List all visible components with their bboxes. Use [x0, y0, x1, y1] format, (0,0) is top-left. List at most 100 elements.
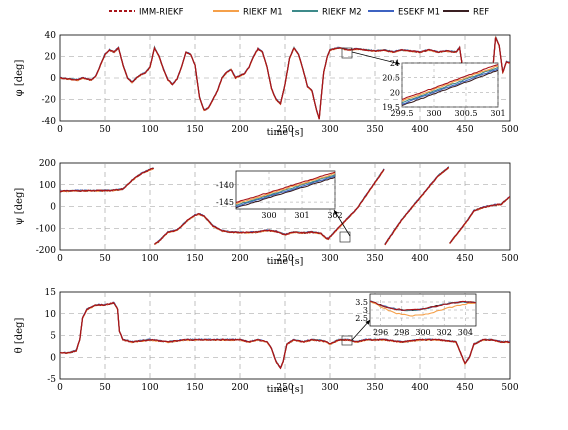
- x-tick-label: 100: [141, 383, 158, 393]
- x-tick-label: 450: [456, 254, 473, 264]
- series-group: [60, 166, 510, 246]
- inset-x-tick: 296: [373, 328, 388, 337]
- y-tick-label: -20: [42, 96, 57, 106]
- inset-series-m1: [402, 65, 498, 102]
- x-tick-label: 150: [186, 125, 203, 135]
- series-m1: [60, 167, 510, 246]
- inset-x-tick: 298: [394, 328, 409, 337]
- inset-y-tick: -145: [216, 198, 234, 207]
- x-tick-label: 350: [366, 125, 383, 135]
- x-tick-label: 250: [276, 125, 293, 135]
- inset-series-imm: [402, 64, 498, 101]
- grid: [60, 292, 510, 379]
- inset-y-tick: 20.5: [382, 74, 400, 83]
- inset-y-tick: 21: [390, 59, 400, 68]
- inset-series-esekf: [236, 175, 335, 207]
- inset-series: [402, 64, 498, 107]
- x-tick-label: 350: [366, 254, 383, 264]
- zoom-region: [341, 335, 353, 346]
- y-axis-label: ψ [deg]: [14, 188, 25, 226]
- series-imm: [60, 37, 510, 120]
- x-tick-label: 250: [276, 383, 293, 393]
- zoom-arrow: [351, 51, 401, 65]
- x-tick-label: 100: [141, 125, 158, 135]
- x-tick-label: 200: [231, 383, 248, 393]
- x-tick-label: 50: [99, 125, 111, 135]
- y-tick-label: 200: [39, 159, 56, 169]
- x-tick-label: 0: [57, 125, 63, 135]
- y-tick-label: 20: [45, 53, 57, 63]
- x-tick-label: 400: [411, 254, 428, 264]
- x-tick-label: 450: [456, 125, 473, 135]
- x-tick-label: 300: [321, 125, 338, 135]
- panels: 0 50 100 150 200 250 300 350 400 450 500-40-200204…: [14, 31, 519, 395]
- panel-psi: 0 50 100 150 200 250 300 350 400 450 500 -200 -100 0 1…: [14, 159, 519, 267]
- inset-x-tick: 300: [261, 211, 276, 220]
- legend-item-0: IMM-RIEKF: [109, 8, 184, 18]
- x-tick-label: 150: [186, 383, 203, 393]
- y-tick-label: 0: [50, 74, 56, 84]
- inset-series-esekf: [402, 68, 498, 105]
- x-tick-label: 0: [57, 383, 63, 393]
- inset-series-ref: [402, 69, 498, 107]
- x-tick-label: 200: [231, 254, 248, 264]
- inset-x-tick: 301: [490, 109, 505, 118]
- x-tick-label: 500: [501, 254, 518, 264]
- legend-item-4: REF: [443, 8, 489, 18]
- y-tick-label: 15: [45, 288, 57, 298]
- grid: [60, 35, 510, 121]
- y-tick-label: 5: [50, 332, 56, 342]
- x-tick-label: 250: [276, 254, 293, 264]
- inset-y-tick: 3: [363, 306, 368, 315]
- inset-phi: 299.5 300 300.5 301 19.5 20 20.5 21: [382, 59, 505, 118]
- legend-label: RIEKF M1: [243, 8, 283, 18]
- series-imm: [60, 167, 510, 246]
- series-group: [60, 35, 510, 120]
- legend: IMM-RIEKF RIEKF M1 RIEKF M2 ESEKF M1 REF: [109, 8, 489, 18]
- inset-x-tick: 300: [415, 328, 430, 337]
- legend-label: ESEKF M1: [398, 8, 440, 18]
- inset-y-tick: 20: [390, 88, 400, 97]
- x-tick-label: 350: [366, 383, 383, 393]
- inset-psi: 300 301 302 -145 -140: [216, 170, 343, 220]
- y-tick-label: -100: [36, 224, 56, 234]
- inset-theta: 296 298 300 302 304 2.533.5: [355, 293, 477, 337]
- y-tick-label: -200: [36, 246, 56, 256]
- inset-series-m1: [236, 173, 335, 205]
- inset-y-tick: -140: [216, 181, 234, 190]
- inset-y-tick: 3.5: [355, 298, 368, 307]
- x-tick-label: 50: [99, 254, 111, 264]
- series-group: [60, 301, 510, 370]
- y-tick-label: 40: [45, 31, 57, 41]
- x-tick-label: 300: [321, 383, 338, 393]
- inset-x-tick: 301: [294, 211, 309, 220]
- inset-series-m2: [236, 174, 335, 206]
- x-tick-label: 450: [456, 383, 473, 393]
- inset-series: [370, 300, 476, 317]
- inset-x-tick: 299.5: [391, 109, 414, 118]
- y-tick-label: 0: [50, 203, 56, 213]
- inset-x-tick: 302: [437, 328, 452, 337]
- inset-series-imm: [236, 171, 335, 204]
- x-tick-label: 400: [411, 383, 428, 393]
- legend-label: RIEKF M2: [322, 8, 362, 18]
- legend-item-2: RIEKF M2: [292, 8, 362, 18]
- x-tick-label: 100: [141, 254, 158, 264]
- y-axis-label: θ [deg]: [14, 318, 25, 354]
- zoom-arrow-head: [395, 60, 400, 66]
- inset-x-tick: 300: [426, 109, 441, 118]
- x-tick-label: 500: [501, 125, 518, 135]
- x-tick-label: 200: [231, 125, 248, 135]
- panel-theta: 0 50 100 150 200 250 300 350 400 450 500-5051015ti…: [14, 288, 519, 395]
- zoom-arrow-head: [334, 210, 339, 215]
- y-tick-label: -5: [47, 375, 56, 385]
- y-tick-label: 0: [50, 353, 56, 363]
- panel-phi: 0 50 100 150 200 250 300 350 400 450 500 -40 -20 0 20 4…: [14, 31, 519, 138]
- legend-label: REF: [473, 8, 489, 18]
- inset-y-tick: 2.5: [355, 314, 368, 323]
- x-axis-label: time [s]: [267, 384, 304, 395]
- zoom-arrow-head: [365, 320, 370, 325]
- legend-item-3: ESEKF M1: [368, 8, 440, 18]
- inset-series-m2: [402, 66, 498, 104]
